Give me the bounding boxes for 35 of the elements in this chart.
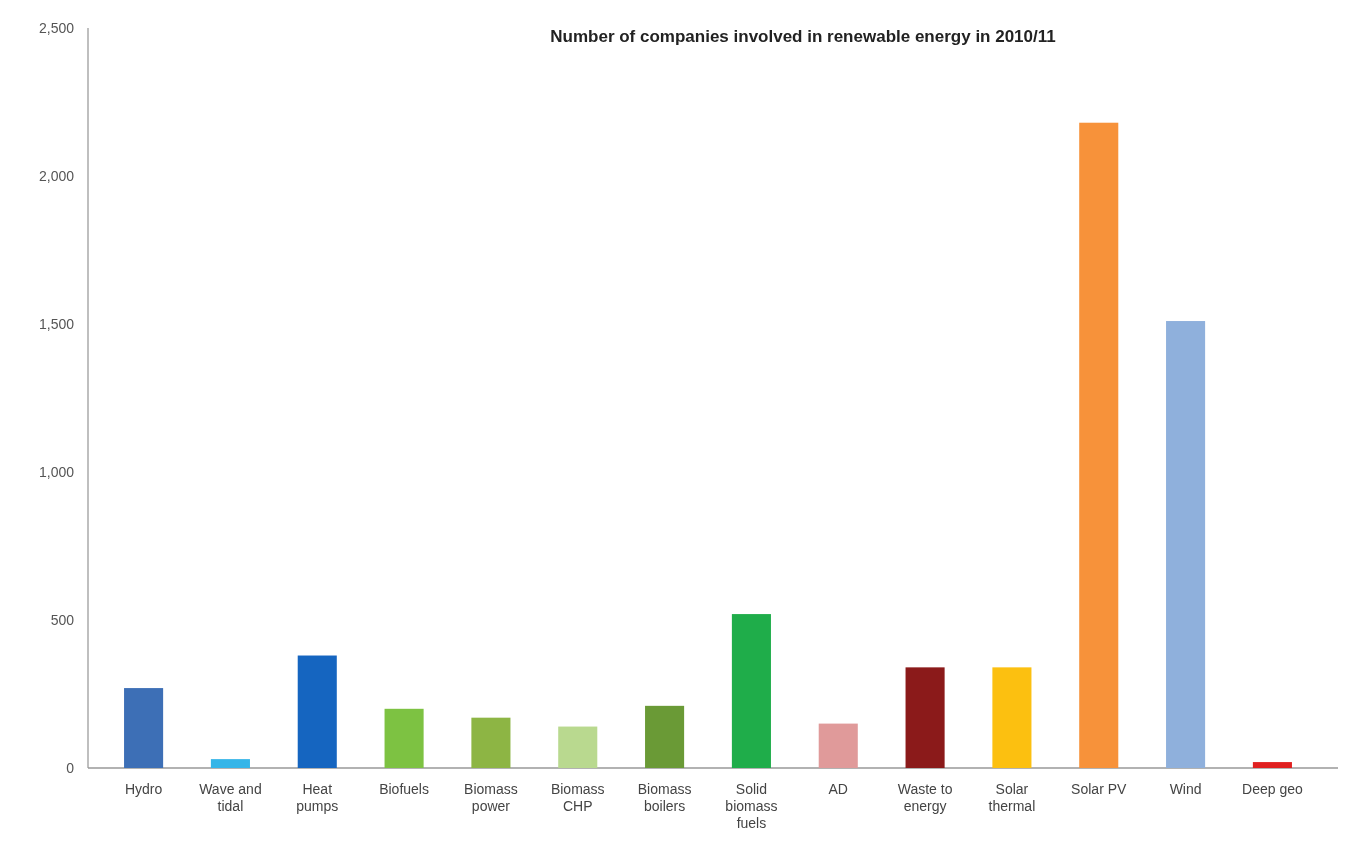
chart-title: Number of companies involved in renewable energy in 2010/11: [550, 27, 1056, 46]
y-tick-label: 1,500: [38, 315, 75, 332]
bar: [124, 688, 164, 768]
x-tick-label: Biofuels: [379, 781, 429, 797]
x-tick-label: Hydro: [124, 781, 163, 797]
bar: [905, 667, 945, 768]
y-tick-label: 2,000: [38, 167, 75, 184]
y-tick-label: 2,500: [38, 19, 75, 36]
y-tick-label: 1,000: [38, 463, 75, 480]
x-tick-label: Wave and tidal: [199, 781, 262, 814]
x-tick-label: Deep geo: [1242, 781, 1303, 797]
bar: [818, 723, 858, 768]
bar: [1079, 122, 1119, 768]
x-tick-label: Waste to energy: [897, 781, 953, 814]
bar: [471, 717, 511, 768]
bar: [992, 667, 1032, 768]
x-tick-label: AD: [828, 781, 848, 797]
y-tick-label: 500: [50, 611, 75, 628]
x-tick-label: Solid biomass fuels: [725, 781, 778, 831]
bar: [1166, 321, 1206, 768]
x-tick-label: Biomass power: [464, 781, 518, 814]
bar: [731, 614, 771, 768]
bar: [1252, 762, 1292, 768]
bar: [297, 655, 337, 768]
bar: [558, 726, 598, 768]
y-tick-label: 0: [66, 759, 75, 776]
bar: [210, 759, 250, 768]
x-tick-label: Biomass boilers: [637, 781, 692, 814]
x-tick-label: Heat pumps: [296, 781, 339, 814]
x-tick-label: Biomass CHP: [550, 781, 605, 814]
bar: [384, 708, 424, 768]
bar: [645, 705, 685, 768]
x-tick-label: Wind: [1169, 781, 1202, 797]
x-tick-label: Solar thermal: [988, 781, 1036, 814]
x-tick-label: Solar PV: [1071, 781, 1128, 797]
